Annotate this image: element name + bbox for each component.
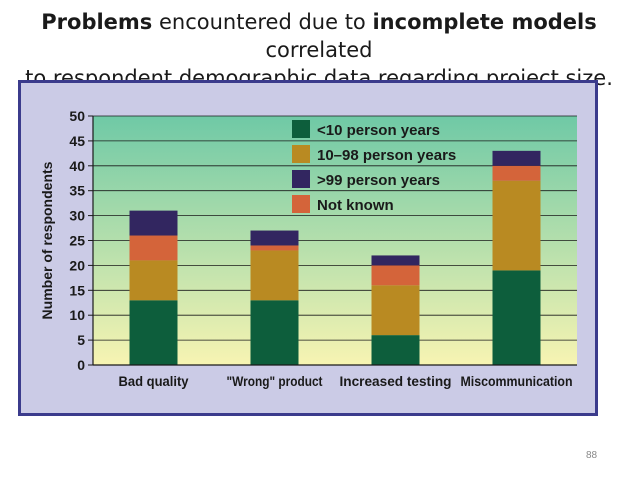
y-tick-label: 5 [77, 332, 85, 348]
y-tick-label: 25 [69, 233, 85, 249]
legend-swatch [292, 170, 310, 188]
bar-segment [492, 150, 541, 166]
y-tick-label: 20 [69, 257, 85, 273]
legend-swatch [292, 195, 310, 213]
legend-swatch [292, 120, 310, 138]
title-part-1: Problems [41, 10, 153, 34]
legend-swatch [292, 145, 310, 163]
y-tick-label: 45 [69, 133, 85, 149]
y-tick-label: 0 [77, 357, 85, 373]
bar-segment [371, 335, 420, 365]
y-tick-label: 10 [69, 307, 85, 323]
x-tick-label: Increased testing [340, 373, 452, 389]
bar-segment [250, 245, 299, 251]
y-tick-label: 30 [69, 208, 85, 224]
legend-label: Not known [317, 197, 394, 214]
page-number: 88 [586, 450, 598, 461]
y-tick-label: 15 [69, 282, 85, 298]
bar-segment [492, 165, 541, 181]
bar-segment [371, 265, 420, 286]
stacked-bar-chart: 0 5 10 15 20 25 30 35 40 45 50 Number of respondent… [39, 108, 577, 389]
bar-segment [129, 235, 178, 261]
x-tick-label: Bad quality [119, 373, 189, 389]
y-tick-label: 40 [69, 158, 85, 174]
bar-segment [371, 285, 420, 336]
title-line-1: Problems encountered due to incomplete m… [0, 8, 638, 64]
bar-segment [129, 260, 178, 301]
bar-segment [371, 255, 420, 266]
legend-label: <10 person years [317, 122, 440, 139]
legend-label: 10–98 person years [317, 147, 456, 164]
bar-segment [250, 250, 299, 301]
title-part-3: incomplete models [372, 10, 597, 34]
y-tick-label: 50 [69, 108, 85, 124]
bar-segment [492, 270, 541, 365]
chart-frame: 0 5 10 15 20 25 30 35 40 45 50 Number of respondent… [18, 80, 598, 416]
bar-segment [250, 300, 299, 365]
y-tick-label: 35 [69, 183, 85, 199]
legend-label: >99 person years [317, 172, 440, 189]
x-tick-label: "Wrong" product [227, 373, 323, 389]
title-part-4: correlated [265, 38, 373, 62]
y-axis-label: Number of respondents [39, 161, 55, 319]
x-tick-label: Miscommunication [461, 373, 573, 389]
bar-segment [129, 300, 178, 365]
bar-segment [129, 210, 178, 236]
title-part-2: encountered due to [152, 10, 373, 34]
bar-segment [492, 180, 541, 271]
bar-segment [250, 230, 299, 246]
